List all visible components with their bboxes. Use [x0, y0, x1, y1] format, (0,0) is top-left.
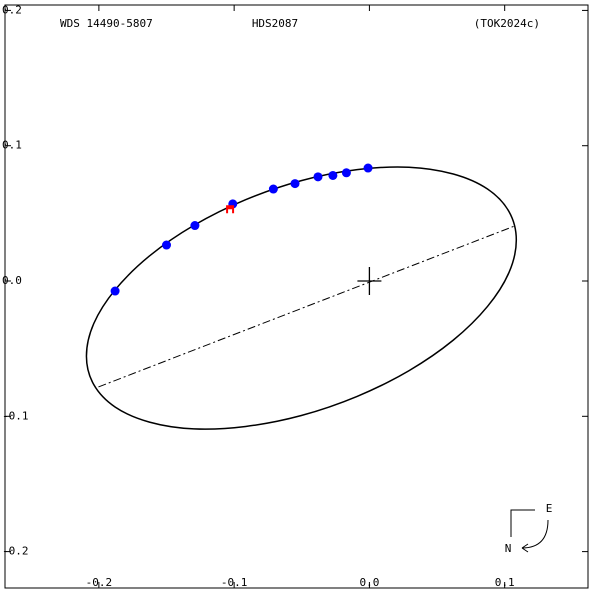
observation [162, 240, 172, 250]
plot-frame [4, 4, 589, 589]
x-tick-label: 0.1 [495, 576, 515, 589]
observation [328, 170, 338, 180]
observation [290, 179, 300, 189]
line-of-apsides [98, 225, 515, 388]
y-tick-label: 0.0 [2, 274, 22, 287]
observation [268, 184, 278, 194]
x-tick-label: 0.0 [359, 576, 379, 589]
observation [226, 205, 235, 214]
chart-subtitle: HDS2087 [252, 17, 298, 30]
x-tick-label: -0.2 [86, 576, 113, 589]
compass-east: E [546, 502, 553, 515]
reference: (TOK2024c) [474, 17, 540, 30]
compass-north: N [505, 542, 512, 555]
y-tick-label: -0.1 [2, 409, 29, 422]
observation [190, 221, 200, 231]
compass-axes [510, 509, 535, 537]
observation [363, 163, 373, 173]
observation [341, 168, 351, 178]
chart-title: WDS 14490-5807 [60, 17, 153, 30]
orbit-ellipse [85, 166, 518, 430]
y-tick-label: 0.2 [2, 3, 22, 16]
observation [313, 172, 323, 182]
compass-arc [521, 519, 549, 549]
x-tick-label: -0.1 [221, 576, 248, 589]
y-tick-label: -0.2 [2, 545, 29, 558]
observation [110, 286, 120, 296]
primary-star [357, 267, 382, 296]
y-tick-label: 0.1 [2, 139, 22, 152]
compass-arrow [521, 543, 529, 553]
compass: E N [505, 502, 553, 555]
